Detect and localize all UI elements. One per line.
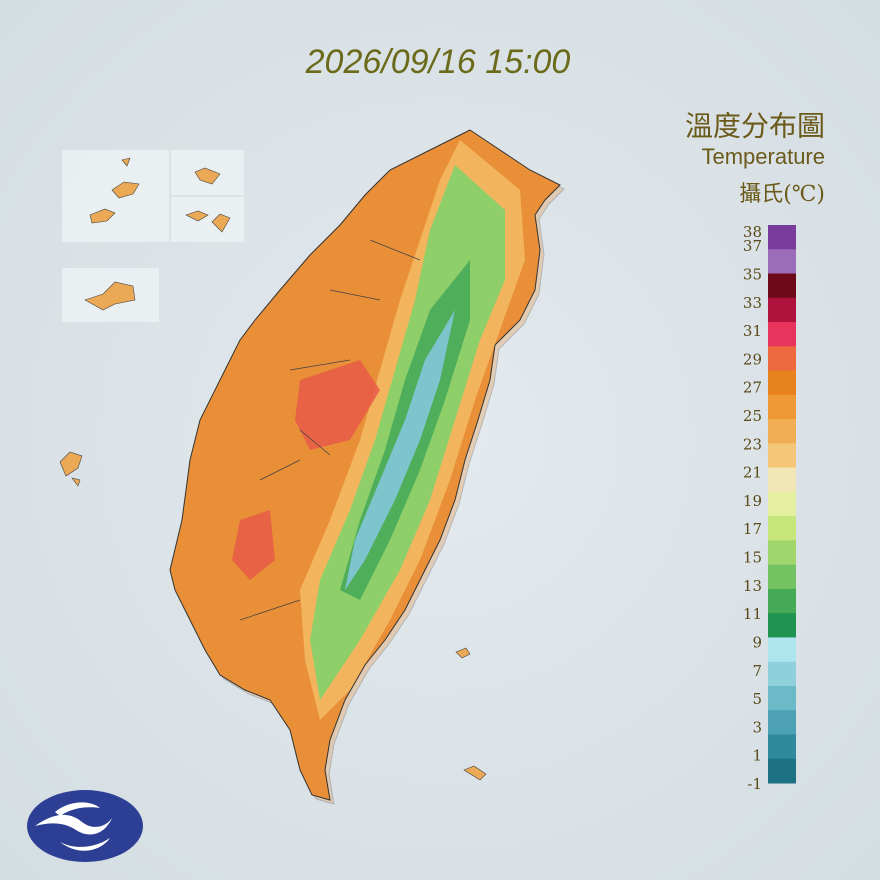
legend-label: 5 bbox=[752, 690, 762, 708]
taiwan-island bbox=[169, 129, 565, 805]
legend-color bbox=[768, 685, 796, 711]
legend-color bbox=[768, 225, 796, 250]
inset-islands bbox=[59, 150, 487, 781]
legend-color bbox=[768, 249, 796, 275]
legend-color bbox=[768, 637, 796, 663]
legend-color bbox=[768, 322, 796, 347]
legend-label: 17 bbox=[743, 520, 762, 538]
legend-label: 21 bbox=[743, 464, 762, 482]
legend-color bbox=[768, 370, 796, 396]
legend-label: 31 bbox=[743, 322, 762, 340]
legend-color bbox=[768, 394, 796, 420]
legend-color bbox=[768, 491, 796, 517]
legend-label: 11 bbox=[743, 605, 762, 623]
legend-color bbox=[768, 467, 796, 493]
legend-label: 9 bbox=[752, 633, 762, 651]
legend-color bbox=[768, 443, 796, 469]
cwa-logo bbox=[27, 790, 143, 862]
legend-color bbox=[768, 273, 796, 299]
legend-color bbox=[768, 613, 796, 638]
legend-label: 7 bbox=[752, 662, 762, 680]
timestamp: 2026/09/16 15:00 bbox=[305, 43, 571, 81]
legend-color bbox=[768, 734, 796, 760]
legend-label: 25 bbox=[743, 407, 762, 425]
legend-color bbox=[768, 346, 796, 372]
legend-color bbox=[768, 758, 796, 784]
legend-label: 3 bbox=[752, 718, 762, 736]
legend-label: 19 bbox=[743, 492, 762, 510]
legend-unit: 攝氏(℃) bbox=[739, 182, 825, 207]
legend-label: 23 bbox=[743, 435, 762, 453]
legend-label: 37 bbox=[743, 237, 762, 255]
legend-color bbox=[768, 564, 796, 590]
legend-label: 29 bbox=[743, 350, 762, 368]
legend-color bbox=[768, 661, 796, 687]
legend-label: 33 bbox=[743, 294, 762, 312]
legend-label: 1 bbox=[752, 747, 762, 765]
legend-label: 15 bbox=[743, 549, 762, 567]
legend-title: 溫度分布圖 bbox=[685, 110, 825, 143]
legend-subtitle: Temperature bbox=[701, 144, 825, 169]
legend-color bbox=[768, 419, 796, 444]
legend-label: 38 bbox=[743, 223, 762, 241]
legend-color bbox=[768, 588, 796, 614]
legend-label: 27 bbox=[743, 379, 762, 397]
legend-color bbox=[768, 297, 796, 323]
legend-color bbox=[768, 540, 796, 566]
legend-color bbox=[768, 516, 796, 541]
legend-label: 35 bbox=[743, 265, 762, 283]
legend-color bbox=[768, 710, 796, 735]
legend-label: 13 bbox=[743, 577, 762, 595]
legend-label: -1 bbox=[747, 775, 762, 793]
